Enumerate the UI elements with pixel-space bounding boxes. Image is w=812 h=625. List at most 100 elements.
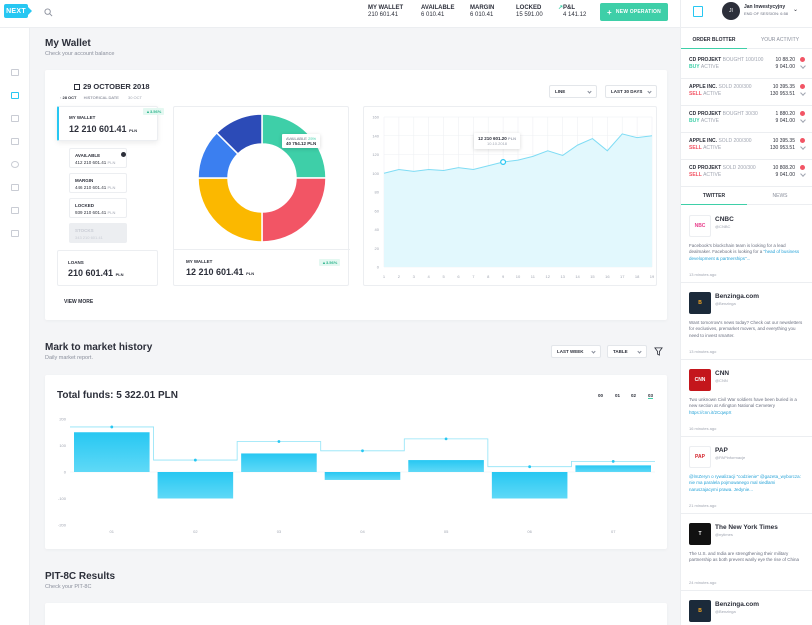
- tweet-link[interactable]: @lmZeryn o rywalizacji "codzienie" @gaze…: [689, 474, 801, 492]
- order-value: 130 953.51: [769, 91, 795, 97]
- bar-04[interactable]: [324, 472, 401, 480]
- edit-order-icon[interactable]: [800, 90, 806, 96]
- tab-news[interactable]: NEWS: [747, 193, 812, 205]
- order-row[interactable]: APPLE INC. SOLD 200/300 SELL ACTIVE 10 395…: [681, 134, 812, 160]
- view-more-link[interactable]: VIEW MORE: [64, 299, 94, 305]
- order-row[interactable]: CD PROJEKT SOLD 200/300 SELL ACTIVE 10 808…: [681, 161, 812, 187]
- tweet-item[interactable]: B Benzinga.com @Benzinga Want tomorrow's ne…: [681, 283, 812, 360]
- cancel-order-icon[interactable]: [800, 138, 805, 143]
- edit-order-icon[interactable]: [800, 63, 806, 69]
- y-tick-label: 60: [375, 208, 380, 213]
- my-wallet-box[interactable]: MY WALLET 12 210 601.41 PLN ▲3.56%: [57, 106, 165, 141]
- nav-cards-icon[interactable]: [11, 184, 19, 191]
- plus-icon: +: [607, 7, 612, 17]
- tab-twitter[interactable]: TWITTER: [681, 193, 747, 205]
- user-header: JI Jan Inwestycyjny END OF SESSION: 6:58…: [681, 0, 812, 28]
- year-tab-01[interactable]: 01: [615, 393, 621, 398]
- tweet-author[interactable]: PAP: [715, 447, 728, 454]
- tweet-link[interactable]: https://cnn.it/2CqwpX: [689, 409, 732, 415]
- tweet-item[interactable]: CNN CNN @CNN Two unknown Civil War soldiers…: [681, 360, 812, 437]
- edit-order-icon[interactable]: [800, 117, 806, 123]
- info-icon[interactable]: [121, 152, 126, 157]
- wallet-donut-chart[interactable]: [196, 112, 328, 244]
- avatar[interactable]: JI: [722, 2, 740, 20]
- tab-your-activity[interactable]: YOUR ACTIVITY: [747, 37, 812, 49]
- pap-logo-icon: PAP: [689, 446, 711, 468]
- donut-center: [228, 144, 296, 212]
- year-tab-03[interactable]: 03: [648, 393, 654, 399]
- margin-label: MARGIN: [75, 178, 94, 183]
- nav-settings-icon[interactable]: [11, 161, 19, 168]
- historical-date[interactable]: HISTORICAL DATE: [83, 95, 119, 100]
- tweet-author[interactable]: CNBC: [715, 216, 734, 223]
- cnbc-logo-icon: NBC: [689, 215, 711, 237]
- benzinga-com-logo-icon: B: [689, 600, 711, 622]
- bar-03[interactable]: [241, 453, 317, 472]
- nav-wallet-icon[interactable]: [11, 92, 19, 99]
- wallet-card: 29 OCTOBER 2018 ‹ 28 OCT HISTORICAL DATE…: [45, 70, 667, 320]
- order-row[interactable]: CD PROJEKT BOUGHT 30/30 BUY ACTIVE 1 880.2…: [681, 107, 812, 133]
- stocks-box[interactable]: STOCKS 343 210 601.41: [69, 223, 127, 243]
- order-name: CD PROJEKT SOLD 200/300: [689, 165, 756, 171]
- x-tick-label: 6: [457, 274, 460, 279]
- week-dropdown[interactable]: LAST WEEK: [551, 345, 601, 358]
- locked-box[interactable]: LOCKED 939 210 601.41 PLN: [69, 198, 127, 218]
- year-tab-00[interactable]: 00: [598, 393, 604, 398]
- margin-box[interactable]: MARGIN 446 210 601.41 PLN: [69, 173, 127, 193]
- tweet-author[interactable]: CNN: [715, 370, 730, 377]
- tweet-item[interactable]: T The New York Times @nytimes The U.S. and …: [681, 514, 812, 591]
- x-tick-label: 05: [444, 529, 449, 534]
- y-tick-label: 0: [377, 265, 380, 270]
- tweet-item[interactable]: NBC CNBC @CNBC Facebook's blockchain team i…: [681, 206, 812, 283]
- tweet-link[interactable]: "head of business development & partners…: [689, 249, 800, 261]
- chevron-down-icon[interactable]: ⌄: [793, 7, 799, 13]
- bar-01[interactable]: [74, 432, 150, 472]
- nav-orders-icon[interactable]: [11, 115, 19, 122]
- user-name[interactable]: Jan Inwestycyjny: [744, 4, 786, 10]
- date-next[interactable]: 30 OCT: [128, 95, 143, 100]
- order-row[interactable]: APPLE INC. SOLD 200/300 SELL ACTIVE 10 395…: [681, 80, 812, 106]
- line-tooltip: 12 210 601.20 PLN 10.10.2018: [474, 133, 521, 149]
- edit-order-icon[interactable]: [800, 171, 806, 177]
- tweet-item[interactable]: PAP PAP @PAPinformacje @lmZeryn o rywalizac…: [681, 437, 812, 514]
- tweet-author[interactable]: The New York Times: [715, 524, 778, 531]
- date-prev[interactable]: 28 OCT: [62, 95, 77, 100]
- view-dropdown[interactable]: TABLE: [607, 345, 647, 358]
- cancel-order-icon[interactable]: [800, 84, 805, 89]
- year-tab-02[interactable]: 02: [631, 393, 637, 398]
- available-box[interactable]: AVAILABLE 412 210 601.41 PLN: [69, 148, 127, 168]
- cancel-order-icon[interactable]: [800, 165, 805, 170]
- nav-reports-icon[interactable]: [11, 207, 19, 214]
- filter-icon[interactable]: [654, 347, 663, 356]
- device-icon[interactable]: [693, 6, 703, 17]
- x-tick-label: 9: [502, 274, 505, 279]
- order-row[interactable]: CD PROJEKT BOUGHT 100/100 BUY ACTIVE 10 88…: [681, 53, 812, 79]
- bar-02[interactable]: [157, 472, 234, 499]
- margin-value: 446 210 601.41 PLN: [75, 185, 116, 190]
- nav-dashboard-icon[interactable]: [11, 69, 19, 76]
- x-tick-label: 8: [487, 274, 490, 279]
- search-icon[interactable]: [44, 8, 53, 17]
- new-operation-button[interactable]: + NEW OPERATION: [600, 3, 668, 21]
- cancel-order-icon[interactable]: [800, 57, 805, 62]
- tweet-author[interactable]: Benzinga.com: [715, 293, 760, 300]
- loans-box[interactable]: LOANS 210 601.41 PLN: [57, 250, 158, 286]
- nav-list-icon[interactable]: [11, 138, 19, 145]
- bar-05[interactable]: [408, 460, 484, 472]
- edit-order-icon[interactable]: [800, 144, 806, 150]
- next-logo[interactable]: NEXT: [4, 4, 32, 18]
- tab-order-blotter[interactable]: ORDER BLOTTER: [681, 37, 747, 49]
- x-tick-label: 7: [472, 274, 475, 279]
- stat-label: MY WALLET: [368, 5, 404, 11]
- bar-07[interactable]: [575, 465, 651, 472]
- tweet-author[interactable]: Benzinga.com: [715, 601, 760, 608]
- period-dropdown[interactable]: LAST 30 DAYS: [605, 85, 657, 98]
- chart-type-dropdown[interactable]: LINE: [549, 85, 597, 98]
- tweet-item[interactable]: B Benzinga.com @Benzinga: [681, 591, 812, 625]
- cancel-order-icon[interactable]: [800, 111, 805, 116]
- stat-margin: MARGIN 6 010.41: [470, 5, 494, 19]
- nav-documents-icon[interactable]: [11, 230, 19, 237]
- bar-06[interactable]: [491, 472, 568, 499]
- mtm-bar-chart[interactable]: 200 100 0 -100 -200 01 02 03 04 05 06 07: [45, 413, 667, 541]
